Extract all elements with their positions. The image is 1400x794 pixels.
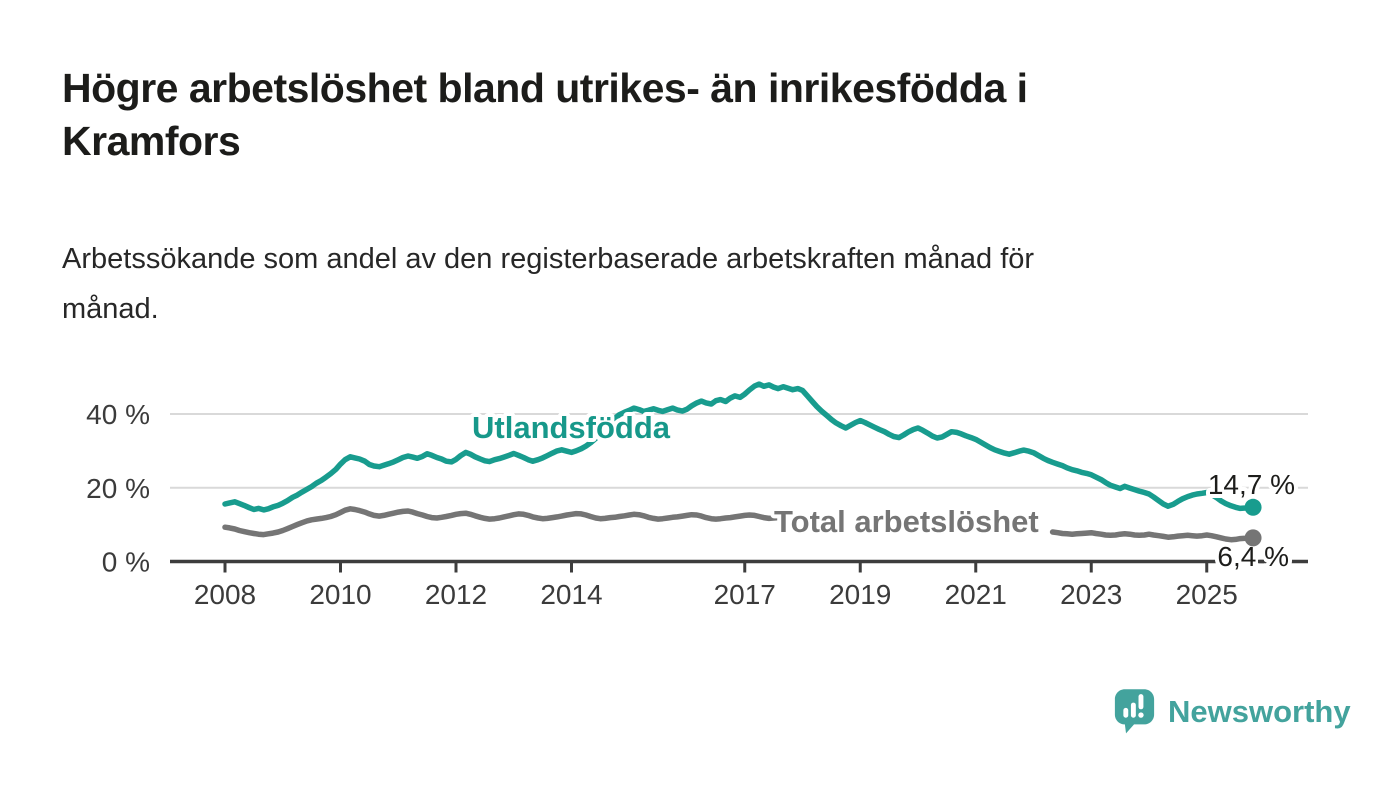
utlandsfodda-series-label: Utlandsfödda — [472, 410, 671, 445]
y-tick-label: 40 % — [86, 399, 150, 430]
x-tick-label: 2023 — [1060, 579, 1122, 610]
page-subtitle-line2: månad. — [62, 293, 159, 325]
total-end-dot — [1244, 529, 1262, 547]
page-title-line2: Kramfors — [62, 118, 241, 164]
y-tick-label: 0 % — [102, 547, 150, 578]
utlandsfodda-end-value: 14,7 % — [1208, 469, 1295, 500]
x-tick-label: 2014 — [540, 579, 602, 610]
utlandsfodda-end-dot — [1244, 498, 1262, 516]
x-tick-label: 2017 — [714, 579, 776, 610]
x-tick-label: 2025 — [1176, 579, 1238, 610]
x-tick-label: 2010 — [309, 579, 371, 610]
newsworthy-speech-bubble-bar-chart-icon — [1114, 689, 1155, 734]
page-title-line1: Högre arbetslöshet bland utrikes- än inr… — [62, 65, 1028, 111]
x-tick-label: 2021 — [945, 579, 1007, 610]
total-series-label: Total arbetslöshet — [774, 504, 1039, 539]
newsworthy-wordmark: Newsworthy — [1168, 693, 1351, 729]
total-line-segment — [222, 506, 781, 538]
page-title: Högre arbetslöshet bland utrikes- än inr… — [62, 62, 1362, 168]
x-tick-label: 2008 — [194, 579, 256, 610]
total-end-value: 6,4 % — [1217, 541, 1289, 572]
total-line-segment — [1049, 529, 1253, 543]
y-tick-label: 20 % — [86, 473, 150, 504]
newsworthy-logo: Newsworthy — [1114, 688, 1351, 735]
page-subtitle-line1: Arbetssökande som andel av den registerb… — [62, 243, 1035, 275]
utlandsfodda-line — [222, 381, 1253, 513]
x-tick-label: 2019 — [829, 579, 891, 610]
x-tick-label: 2012 — [425, 579, 487, 610]
page-subtitle: Arbetssökande som andel av den registerb… — [62, 234, 1362, 334]
